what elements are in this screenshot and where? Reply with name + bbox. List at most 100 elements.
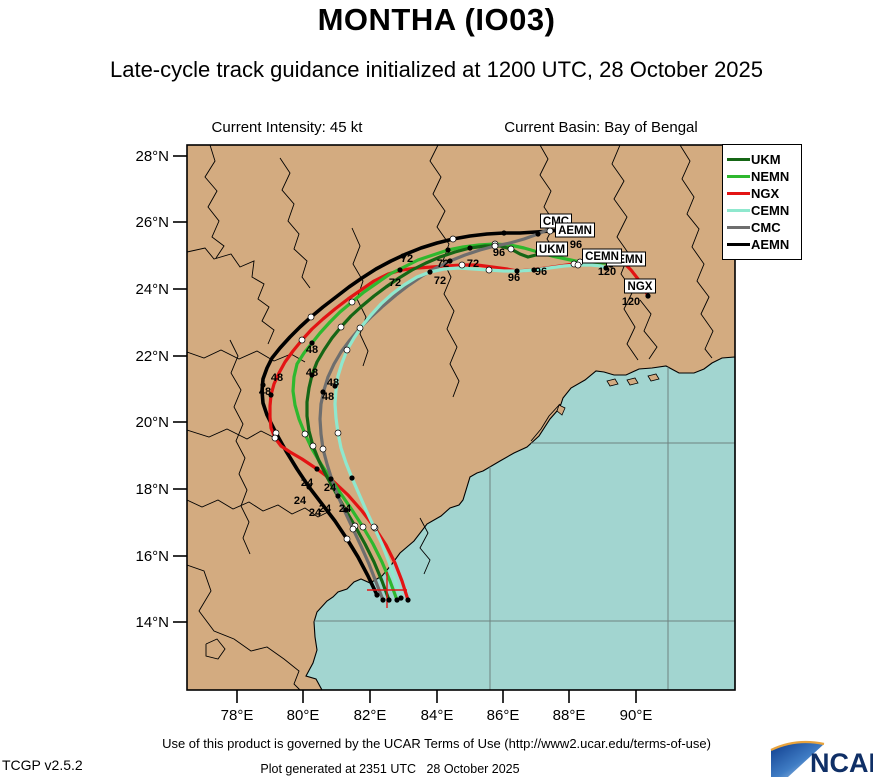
- ncar-swoosh-accent: [770, 740, 825, 751]
- lat-tick-label: 14°N: [135, 614, 169, 631]
- marker-12h: [271, 434, 279, 442]
- marker-12h: [319, 445, 327, 453]
- lat-tick-label: 22°N: [135, 348, 169, 365]
- marker-24h: [501, 230, 507, 236]
- hour-label: 96: [570, 239, 582, 251]
- map-frame: [186, 144, 736, 691]
- marker-12h: [298, 336, 306, 344]
- hour-label: 48: [306, 344, 318, 356]
- marker-12h: [334, 429, 342, 437]
- marker-12h: [343, 535, 351, 543]
- hour-label: 120: [622, 296, 640, 308]
- page-title: MONTHA (IO03): [317, 2, 556, 37]
- marker-24h: [394, 597, 400, 603]
- hour-label: 72: [401, 253, 413, 265]
- lon-tick-label: 80°E: [287, 707, 320, 724]
- current-intensity-label: Current Intensity: 45 kt: [211, 119, 363, 136]
- marker-12h: [309, 442, 317, 450]
- hour-label: 72: [389, 277, 401, 289]
- hour-label: 72: [434, 275, 446, 287]
- marker-24h: [306, 484, 312, 490]
- hour-label: 48: [259, 386, 271, 398]
- marker-24h: [386, 597, 392, 603]
- marker-12h: [370, 523, 378, 531]
- axis-labels: 28°N 26°N 24°N 22°N 20°N 18°N 16°N 14°N 78°E 80°E…: [135, 148, 652, 724]
- lon-tick-label: 90°E: [620, 707, 653, 724]
- lon-tick-label: 84°E: [421, 707, 454, 724]
- hour-label: 48: [306, 367, 318, 379]
- end-label-text: CEMN: [585, 251, 619, 263]
- legend-swatch: [727, 191, 750, 196]
- marker-24h: [380, 597, 386, 603]
- marker-24h: [320, 389, 326, 395]
- end-label-box-ukm: [536, 241, 568, 257]
- hour-label: 48: [322, 391, 334, 403]
- legend-label: AEMN: [751, 237, 790, 252]
- lat-tick-label: 18°N: [135, 481, 169, 498]
- marker-12h: [348, 298, 356, 306]
- marker-12h: [356, 324, 364, 332]
- marker-24h: [467, 245, 473, 251]
- marker-12h: [349, 525, 357, 533]
- marker-12h: [574, 261, 582, 269]
- legend-swatch: [727, 225, 750, 230]
- island: [626, 377, 639, 386]
- lon-tick-label: 82°E: [354, 707, 387, 724]
- hour-label: 72: [467, 258, 479, 270]
- end-label-text: UKM: [539, 244, 565, 256]
- marker-12h: [485, 266, 493, 274]
- version-label: TCGP v2.5.2: [2, 757, 83, 773]
- end-label-box-aemn: [555, 222, 595, 238]
- ncar-logo-text: NCAR: [810, 748, 873, 778]
- marker-12h: [307, 313, 315, 321]
- legend-swatch: [727, 242, 750, 247]
- hour-label: 120: [598, 266, 616, 278]
- ncar-logo: NCAR: [770, 740, 873, 778]
- track-markers: [260, 221, 651, 603]
- marker-24h: [447, 258, 453, 264]
- marker-12h: [491, 242, 499, 250]
- track-line-cmc: [318, 222, 558, 602]
- hour-label: 24: [339, 503, 352, 515]
- hour-label: 96: [535, 266, 547, 278]
- lon-tick-label: 78°E: [221, 707, 254, 724]
- hour-label: 96: [508, 272, 520, 284]
- legend-label: CEMN: [751, 203, 790, 218]
- marker-12h: [301, 430, 309, 438]
- legend-item-cemn: CEMN: [727, 202, 797, 219]
- hour-label: 96: [493, 247, 505, 259]
- hour-label: 24: [309, 507, 322, 519]
- marker-24h: [343, 507, 349, 513]
- marker-24h: [535, 231, 541, 237]
- marker-12h: [507, 245, 515, 253]
- legend-item-cmc: CMC: [727, 219, 797, 236]
- hour-label: 48: [327, 377, 339, 389]
- marker-24h: [309, 340, 315, 346]
- marker-24h: [268, 392, 274, 398]
- lon-tick-label: 88°E: [553, 707, 586, 724]
- marker-24h: [514, 268, 520, 274]
- marker-24h: [603, 265, 609, 271]
- marker-12h: [546, 227, 554, 235]
- marker-24h: [400, 253, 406, 259]
- legend-item-ukm: UKM: [727, 151, 797, 168]
- hour-label: 48: [271, 372, 283, 384]
- legend-label: NGX: [751, 186, 780, 201]
- marker-24h: [314, 466, 320, 472]
- hour-label: 24: [294, 495, 307, 507]
- lat-tick-label: 26°N: [135, 214, 169, 231]
- marker-24h: [374, 592, 380, 598]
- axis-ticks: [173, 155, 637, 703]
- marker-24h: [260, 382, 266, 388]
- marker-24h: [531, 267, 537, 273]
- marker-24h: [427, 269, 433, 275]
- subtitle: Late-cycle track guidance initialized at…: [109, 57, 764, 82]
- marker-12h: [359, 523, 367, 531]
- legend-box: UKM NEMN NGX CEMN CMC AEMN: [722, 144, 802, 260]
- lat-tick-label: 28°N: [135, 148, 169, 165]
- marker-24h: [335, 493, 341, 499]
- marker-12h: [449, 235, 457, 243]
